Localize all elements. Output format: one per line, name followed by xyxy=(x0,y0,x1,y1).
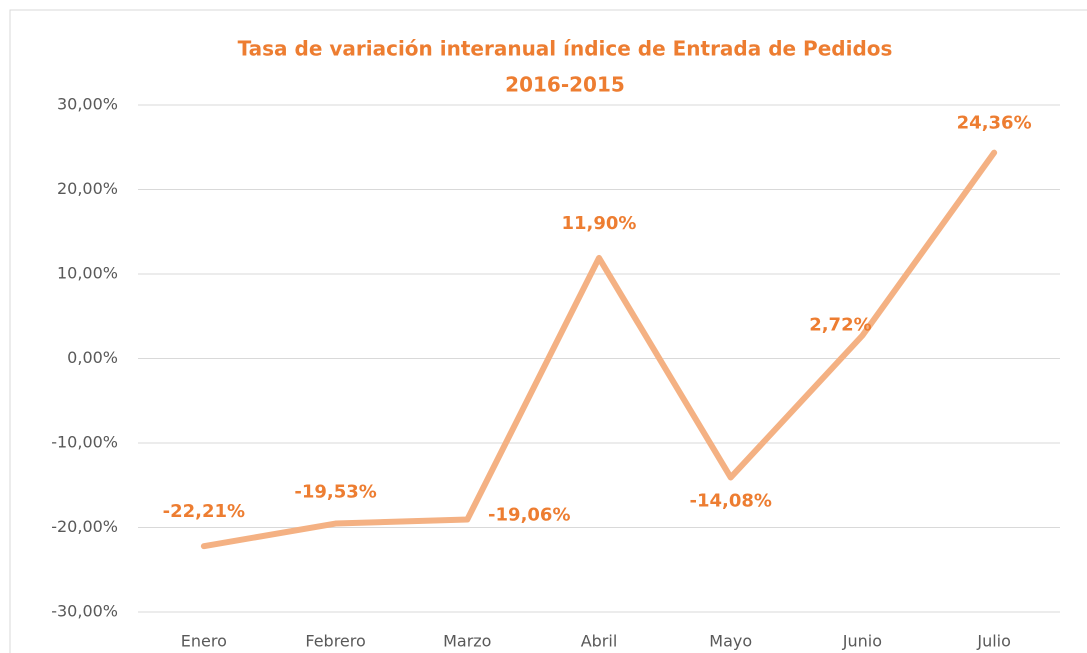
x-tick-label: Febrero xyxy=(305,632,365,651)
y-tick-label: -10,00% xyxy=(51,433,118,452)
data-label: -19,53% xyxy=(294,482,376,503)
y-tick-label: -20,00% xyxy=(51,517,118,536)
data-label: 11,90% xyxy=(562,213,637,234)
y-tick-label: -30,00% xyxy=(51,602,118,621)
data-label: -19,06% xyxy=(488,505,570,526)
data-label: -14,08% xyxy=(689,490,771,511)
y-tick-label: 10,00% xyxy=(57,264,118,283)
x-tick-label: Junio xyxy=(842,632,882,651)
y-tick-label: 20,00% xyxy=(57,179,118,198)
x-tick-label: Abril xyxy=(581,632,618,651)
x-tick-label: Mayo xyxy=(709,632,752,651)
data-label: 2,72% xyxy=(809,315,871,336)
y-tick-label: 30,00% xyxy=(57,95,118,114)
y-tick-label: 0,00% xyxy=(67,348,118,367)
data-label: -22,21% xyxy=(163,501,245,522)
x-tick-label: Julio xyxy=(976,632,1011,651)
x-tick-label: Marzo xyxy=(443,632,491,651)
line xyxy=(200,149,998,550)
chart-title: Tasa de variación interanual índice de E… xyxy=(238,37,893,61)
chart-subtitle: 2016-2015 xyxy=(505,73,625,97)
x-tick-label: Enero xyxy=(181,632,227,651)
chart-frame xyxy=(9,9,1087,653)
data-label: 24,36% xyxy=(957,113,1032,134)
